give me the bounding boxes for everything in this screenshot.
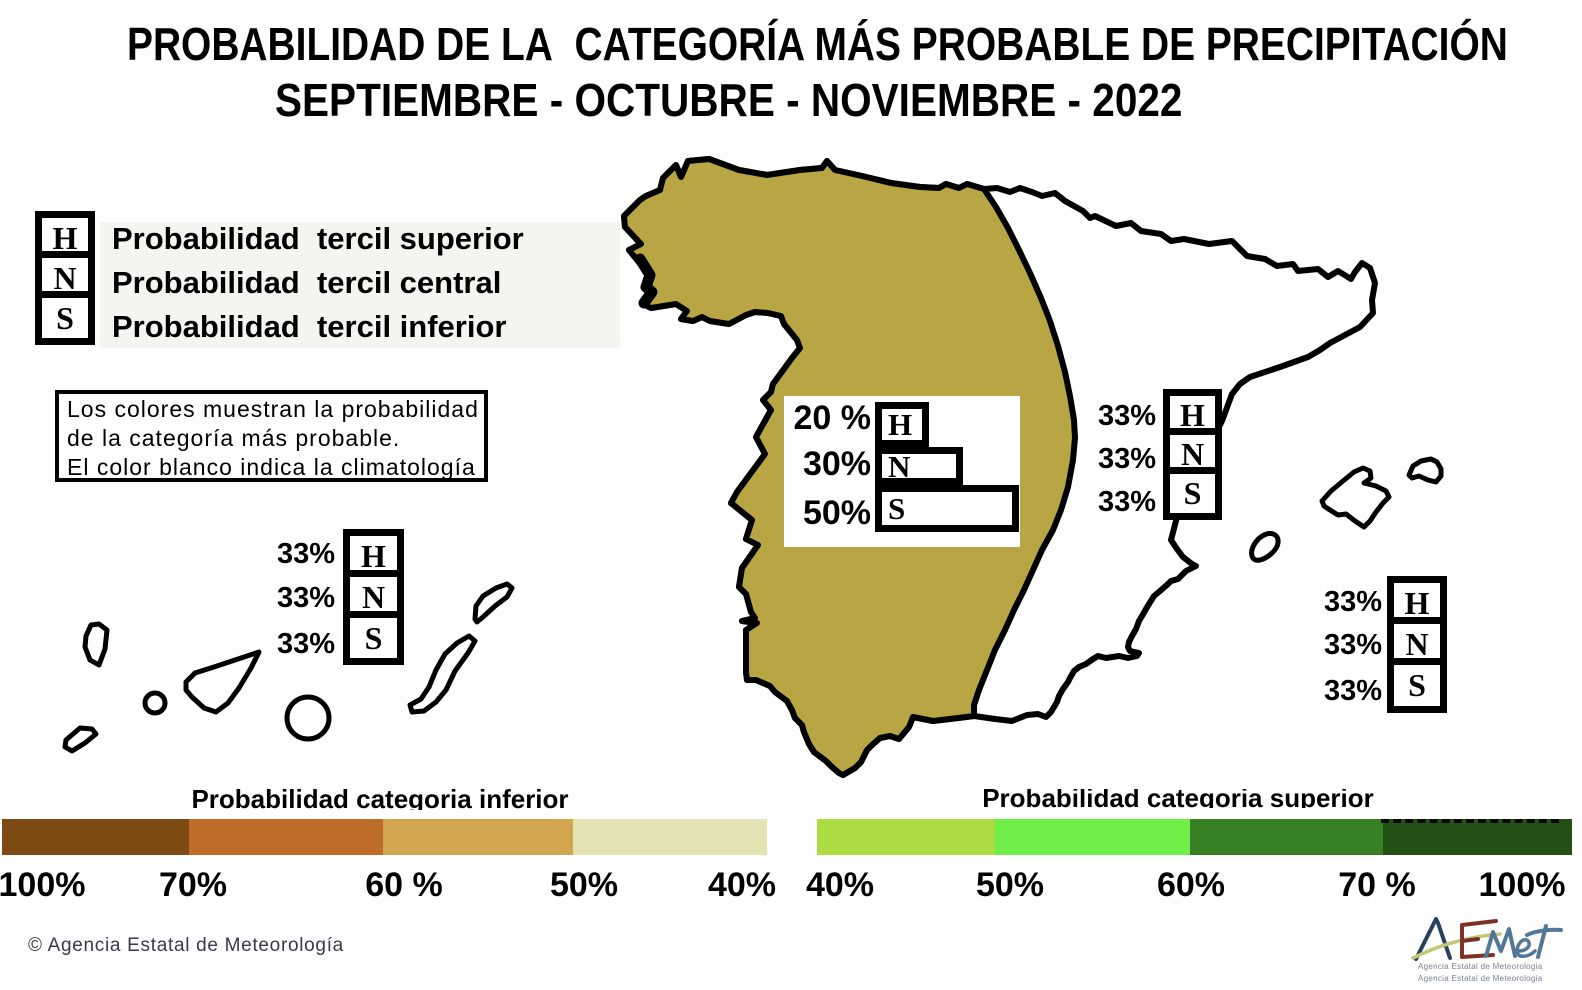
svg-text:Agencia Estatal de Meteorologi: Agencia Estatal de Meteorologia — [1418, 962, 1543, 971]
svg-text:Agencia Estatal de Meteorologi: Agencia Estatal de Meteorologia — [1418, 974, 1543, 983]
